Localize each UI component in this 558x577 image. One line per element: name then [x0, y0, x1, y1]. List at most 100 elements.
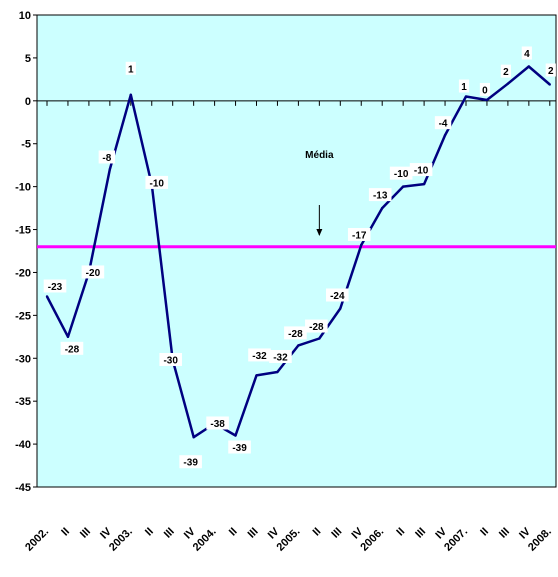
data-label-box [545, 63, 556, 77]
data-label-box [458, 79, 470, 93]
data-point [45, 295, 49, 298]
x-tick-label: II [478, 526, 491, 539]
x-tick-label: III [78, 526, 93, 541]
data-label: -13 [373, 191, 388, 202]
data-label: -4 [439, 119, 448, 130]
y-tick-label: -10 [15, 182, 31, 194]
data-point [66, 335, 70, 339]
data-point [360, 243, 363, 247]
data-label-box [60, 341, 84, 355]
data-label-box [326, 288, 349, 302]
x-tick-label: 2006. [358, 526, 386, 554]
data-label: -28 [288, 329, 303, 340]
data-point [339, 307, 342, 310]
y-tick-label: -40 [15, 439, 31, 451]
data-label-box [434, 116, 452, 130]
x-tick-label: 2008. [526, 526, 554, 554]
data-point [443, 133, 447, 137]
data-label-box [269, 350, 292, 364]
data-point [192, 436, 195, 439]
data-label-box [305, 319, 328, 333]
data-label-box [368, 188, 392, 202]
data-label-box [521, 46, 532, 60]
data-point [255, 374, 258, 377]
data-label: 1 [461, 82, 467, 93]
data-label: 0 [482, 85, 488, 96]
data-label-box [125, 61, 136, 75]
data-label: -10 [150, 178, 165, 189]
y-tick-label: 10 [19, 10, 31, 22]
data-label: -17 [352, 230, 367, 241]
data-label-box [145, 175, 169, 189]
data-point [381, 206, 384, 210]
data-label: -20 [86, 268, 101, 279]
x-tick-label: 2004. [191, 526, 219, 554]
data-label-box [347, 227, 371, 241]
x-tick-label: III [246, 526, 261, 541]
x-tick-label: III [162, 526, 177, 541]
data-label: 2 [503, 67, 509, 78]
data-label-box [43, 279, 67, 293]
x-tick-label: 2007. [442, 526, 470, 554]
average-label: Média [305, 150, 334, 161]
data-label: -10 [394, 169, 409, 180]
data-point [129, 93, 132, 97]
x-tick-label: 2003. [107, 526, 135, 554]
data-label: 4 [524, 49, 530, 60]
data-label: -23 [48, 282, 63, 293]
data-label-box [500, 64, 511, 78]
x-tick-label: III [329, 526, 344, 541]
data-point [297, 344, 300, 347]
data-point [464, 95, 468, 98]
data-point [485, 98, 489, 102]
x-tick-label: II [143, 526, 156, 539]
y-tick-label: 5 [25, 53, 31, 65]
data-label: -30 [163, 355, 178, 366]
data-point [401, 185, 405, 188]
data-label-box [206, 416, 229, 430]
data-label: -39 [183, 458, 198, 469]
data-label: 1 [128, 64, 134, 75]
x-tick-label: III [497, 526, 512, 541]
x-tick-label: II [227, 526, 240, 539]
data-point [548, 83, 551, 86]
data-point [506, 82, 510, 85]
y-tick-label: -15 [15, 225, 31, 237]
data-point [276, 370, 279, 374]
data-label-box [159, 352, 182, 366]
data-label-box [179, 455, 202, 469]
data-label: -32 [273, 353, 288, 364]
y-tick-label: 0 [25, 96, 31, 108]
data-label: -8 [102, 153, 111, 164]
x-tick-label: II [394, 526, 407, 539]
data-label: -24 [330, 291, 345, 302]
y-tick-label: -30 [15, 353, 31, 365]
data-point [108, 168, 112, 171]
y-tick-label: -35 [15, 396, 31, 408]
y-tick-label: -20 [15, 267, 31, 279]
data-label: -28 [309, 322, 324, 333]
data-label-box [248, 348, 271, 362]
x-tick-label: III [413, 526, 428, 541]
y-tick-label: -25 [15, 310, 31, 322]
plot-area [36, 14, 557, 488]
average-arrow-head [316, 229, 323, 236]
x-tick-label: II [311, 526, 324, 539]
data-label-box [98, 150, 116, 164]
data-label-box [389, 166, 413, 180]
x-tick-label: 2002. [23, 526, 51, 554]
data-label: -39 [232, 443, 247, 454]
x-tick-label: II [59, 526, 72, 539]
x-tick-label: 2005. [275, 526, 303, 554]
data-point [318, 337, 321, 340]
y-tick-label: -45 [15, 482, 31, 494]
y-tick-label: -5 [21, 139, 31, 151]
data-label-box [409, 163, 433, 177]
data-label-box [479, 82, 491, 96]
data-label-box [81, 265, 105, 279]
data-label-box [284, 326, 307, 340]
data-label: -10 [414, 166, 429, 177]
data-point [527, 65, 531, 68]
